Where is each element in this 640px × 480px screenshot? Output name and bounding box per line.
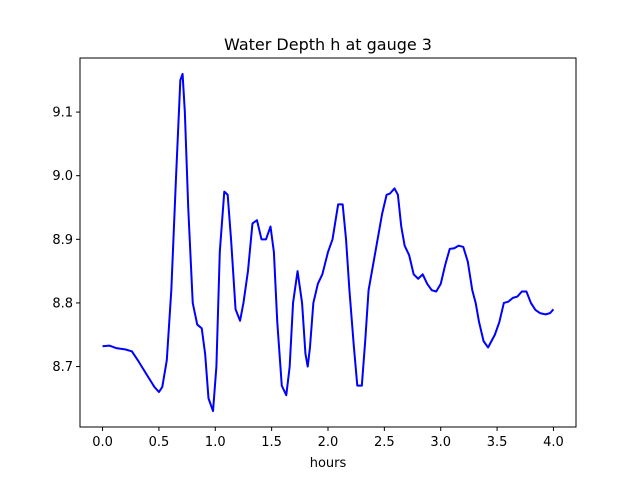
x-axis: 0.0 0.5 1.0 1.5 2.0 2.5 3.0 3.5 4.0 bbox=[92, 427, 564, 450]
x-axis-label: hours bbox=[310, 456, 347, 471]
x-tick-label: 0.0 bbox=[92, 435, 113, 450]
series-line-0 bbox=[102, 72, 555, 413]
plot-frame bbox=[79, 57, 577, 428]
x-tick-label: 2.5 bbox=[374, 435, 395, 450]
y-axis: 8.7 8.8 8.9 9.0 9.1 bbox=[52, 106, 80, 375]
x-tick-label: 0.5 bbox=[149, 435, 170, 450]
x-tick-label: 3.5 bbox=[487, 435, 508, 450]
x-tick-label: 4.0 bbox=[543, 435, 564, 450]
y-tick-label: 8.9 bbox=[52, 233, 73, 248]
y-tick-label: 8.7 bbox=[52, 360, 73, 375]
y-tick-label: 9.1 bbox=[52, 106, 73, 121]
series-layer bbox=[102, 72, 555, 413]
x-tick-label: 1.0 bbox=[205, 435, 226, 450]
y-tick-label: 9.0 bbox=[52, 169, 73, 184]
x-tick-label: 2.0 bbox=[318, 435, 339, 450]
y-tick-label: 8.8 bbox=[52, 296, 73, 311]
x-tick-label: 1.5 bbox=[261, 435, 282, 450]
chart-title: Water Depth h at gauge 3 bbox=[224, 35, 432, 54]
x-tick-label: 3.0 bbox=[430, 435, 451, 450]
plot-area bbox=[80, 58, 576, 427]
